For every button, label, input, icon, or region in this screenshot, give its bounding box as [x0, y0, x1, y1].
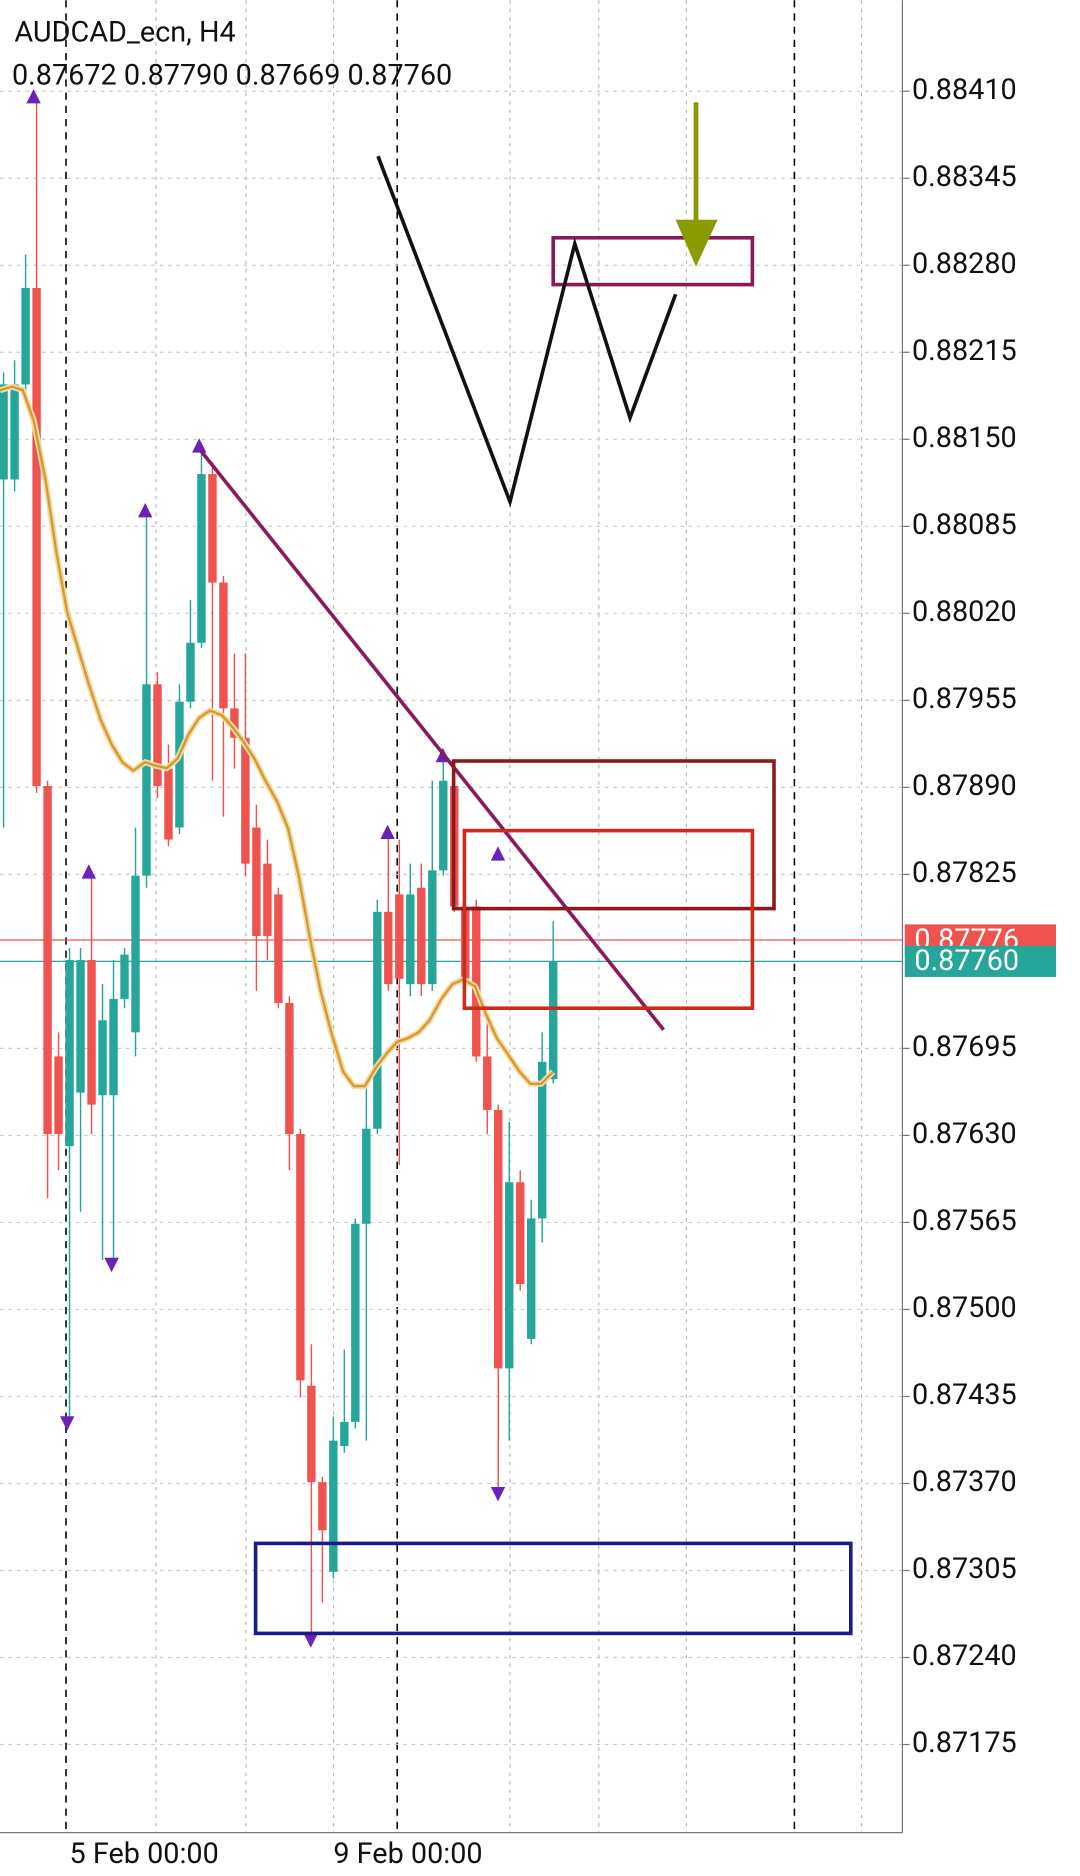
candle-body — [197, 474, 206, 643]
y-tick-label: 0.87370 — [912, 1465, 1017, 1499]
candle-body — [21, 288, 30, 385]
candle-body — [208, 474, 217, 583]
arrow-head — [675, 219, 718, 267]
y-tick-label: 0.87890 — [912, 769, 1017, 803]
candle-body — [252, 827, 261, 936]
fractal-down — [490, 1487, 506, 1502]
candle-body — [10, 384, 19, 480]
y-tick-label: 0.87565 — [912, 1204, 1017, 1238]
candle-body — [131, 875, 140, 1033]
fractal-up — [192, 438, 207, 453]
y-tick-label: 0.88020 — [912, 595, 1017, 629]
y-tick-label: 0.87305 — [912, 1552, 1017, 1586]
fractal-down — [60, 1416, 75, 1431]
candle-body — [285, 1002, 294, 1135]
y-tick-label: 0.88410 — [912, 73, 1017, 107]
candle-body — [505, 1182, 514, 1369]
y-tick-label: 0.87825 — [912, 856, 1017, 890]
zone-box — [462, 828, 755, 1010]
w-pattern — [376, 155, 678, 508]
y-tick-label: 0.87955 — [912, 682, 1017, 716]
y-tick-label: 0.87175 — [912, 1726, 1017, 1760]
fractal-up — [81, 864, 96, 879]
candle-body — [428, 870, 437, 985]
candle-body — [120, 954, 129, 999]
trendline — [198, 449, 666, 1031]
candle-body — [527, 1218, 536, 1339]
x-tick-label: 5 Feb 00:00 — [70, 1837, 219, 1871]
x-axis-labels: 5 Feb 00:00 9 Feb 00:00 — [70, 1837, 483, 1871]
candle-body — [98, 1020, 107, 1096]
moving-average — [0, 385, 555, 1088]
candle-body — [307, 1385, 316, 1483]
candle-body — [329, 1440, 338, 1572]
y-tick-label: 0.87695 — [912, 1030, 1017, 1064]
candle-body — [0, 384, 8, 480]
candle-body — [76, 960, 85, 1093]
candle-body — [87, 960, 96, 1105]
candle-body — [43, 786, 52, 1135]
candle-body — [186, 642, 195, 702]
y-tick-label: 0.88085 — [912, 508, 1017, 542]
candle-body — [230, 708, 239, 738]
y-tick-label: 0.88280 — [912, 247, 1017, 281]
fractal-down — [303, 1633, 318, 1648]
zone-box — [551, 235, 755, 287]
y-tick-label: 0.88345 — [912, 160, 1017, 194]
candle-body — [384, 911, 393, 985]
fractal-up — [138, 503, 153, 518]
fractal-up — [490, 846, 506, 861]
candle-body — [109, 998, 118, 1096]
candle-body — [549, 961, 558, 1080]
candle-body — [439, 780, 448, 871]
candle-body — [153, 684, 162, 787]
candle-body — [175, 701, 184, 828]
ohlc-label: 0.87672 0.87790 0.87669 0.87760 — [12, 59, 452, 93]
candle-body — [65, 960, 74, 1147]
zone-box — [451, 759, 776, 911]
fractal-up — [380, 824, 395, 839]
candle-body — [263, 863, 272, 936]
candle-body — [483, 1056, 492, 1110]
x-tick-label: 9 Feb 00:00 — [333, 1837, 482, 1871]
candle-body — [340, 1421, 349, 1446]
price-tag-label: 0.87760 — [914, 944, 1019, 978]
vertical-grid — [155, 0, 863, 1833]
candle-body — [241, 737, 250, 864]
fractal-up — [26, 89, 41, 104]
y-tick-label: 0.88150 — [912, 421, 1017, 455]
candle-body — [417, 887, 426, 985]
candle-body — [362, 1128, 371, 1224]
candle-body — [516, 1182, 525, 1285]
candle-body — [142, 684, 151, 876]
candle-body — [351, 1223, 360, 1422]
candle-body — [296, 1134, 305, 1381]
fractal-down — [104, 1257, 119, 1273]
candle-body — [219, 582, 228, 709]
y-tick-label: 0.87435 — [912, 1378, 1017, 1412]
candle-body — [274, 894, 283, 1003]
candles — [0, 96, 558, 1639]
candle-body — [472, 906, 481, 1057]
candle-body — [32, 288, 41, 787]
candle-body — [538, 1061, 547, 1219]
candle-body — [164, 768, 173, 840]
candle-body — [494, 1109, 503, 1369]
candle-body — [318, 1482, 327, 1531]
candle-body — [373, 911, 382, 1129]
price-tag — [904, 945, 1056, 977]
symbol-title: AUDCAD_ecn, H4 — [14, 15, 235, 49]
candle-body — [395, 894, 404, 979]
candle-body — [406, 894, 415, 985]
y-tick-label: 0.87500 — [912, 1291, 1017, 1325]
y-axis-labels: 0.88410 0.88345 0.88280 0.88215 0.88150 0.880… — [902, 73, 1056, 1760]
y-tick-label: 0.87240 — [912, 1639, 1017, 1673]
y-tick-label: 0.88215 — [912, 334, 1017, 368]
zone-box — [253, 1541, 853, 1636]
y-tick-label: 0.87630 — [912, 1117, 1017, 1151]
candle-body — [54, 1056, 63, 1135]
